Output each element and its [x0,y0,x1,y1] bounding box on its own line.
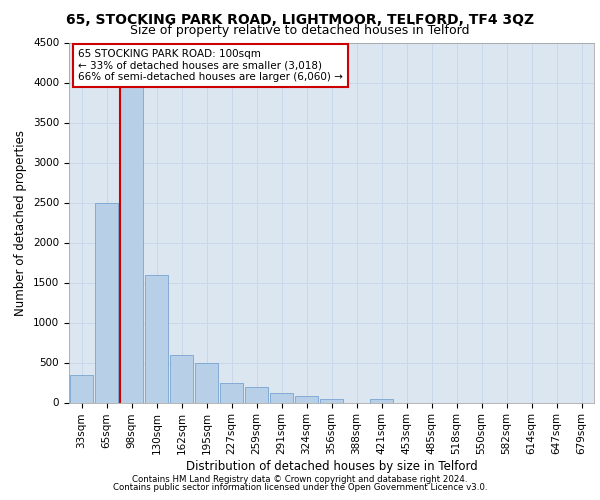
Text: 65 STOCKING PARK ROAD: 100sqm
← 33% of detached houses are smaller (3,018)
66% o: 65 STOCKING PARK ROAD: 100sqm ← 33% of d… [78,49,343,82]
Text: 65, STOCKING PARK ROAD, LIGHTMOOR, TELFORD, TF4 3QZ: 65, STOCKING PARK ROAD, LIGHTMOOR, TELFO… [66,12,534,26]
X-axis label: Distribution of detached houses by size in Telford: Distribution of detached houses by size … [185,460,478,473]
Bar [95,202,118,402]
Bar [270,393,293,402]
Y-axis label: Number of detached properties: Number of detached properties [14,130,28,316]
Text: Contains HM Land Registry data © Crown copyright and database right 2024.: Contains HM Land Registry data © Crown c… [132,475,468,484]
Bar [195,362,218,403]
Bar [370,398,393,402]
Bar [120,82,143,402]
Text: Contains public sector information licensed under the Open Government Licence v3: Contains public sector information licen… [113,484,487,492]
Bar [145,274,168,402]
Bar [295,396,318,402]
Bar [170,354,193,403]
Bar [245,386,268,402]
Text: Size of property relative to detached houses in Telford: Size of property relative to detached ho… [130,24,470,37]
Bar [320,398,343,402]
Bar [70,374,93,402]
Bar [220,382,243,402]
